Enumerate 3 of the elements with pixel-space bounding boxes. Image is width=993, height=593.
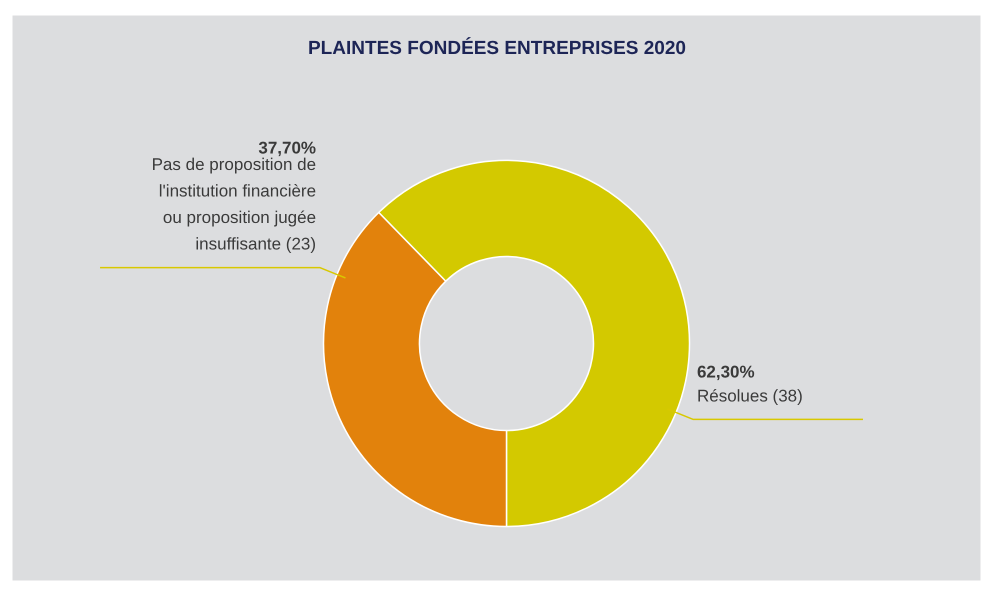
chart-title: PLAINTES FONDÉES ENTREPRISES 2020 — [308, 37, 686, 59]
slice-label: Résolues (38) — [696, 386, 803, 406]
data-label: 62,30% — [696, 362, 755, 382]
